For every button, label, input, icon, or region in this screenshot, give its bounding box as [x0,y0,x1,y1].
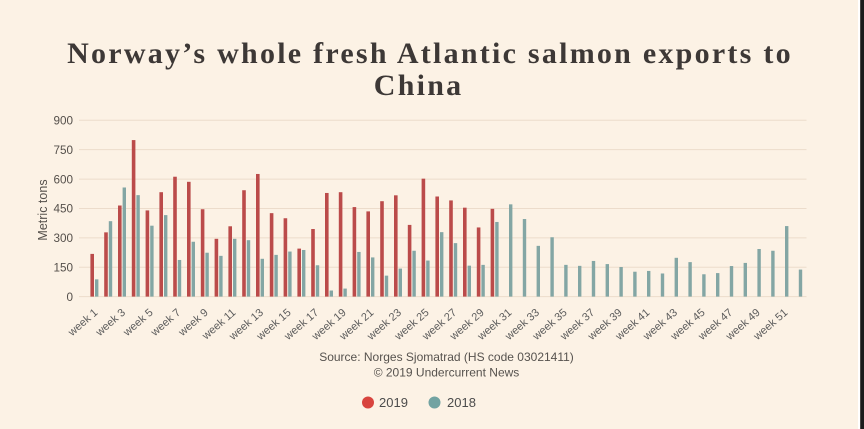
svg-text:150: 150 [53,261,73,274]
svg-text:600: 600 [53,173,73,186]
svg-text:Source: Norges Sjomatrad (HS c: Source: Norges Sjomatrad (HS code 030214… [319,350,574,364]
svg-text:750: 750 [53,144,73,157]
svg-text:0: 0 [66,291,73,304]
svg-text:2019: 2019 [379,395,408,410]
svg-text:2018: 2018 [447,395,476,410]
svg-text:Norway’s whole fresh Atlantic: Norway’s whole fresh Atlantic salmon exp… [67,37,793,70]
svg-text:© 2019 Undercurrent News: © 2019 Undercurrent News [374,366,520,380]
svg-text:Metric tons: Metric tons [36,179,50,240]
svg-text:450: 450 [53,203,73,216]
svg-text:China: China [374,69,464,102]
svg-text:900: 900 [53,115,73,128]
svg-text:300: 300 [53,232,73,245]
